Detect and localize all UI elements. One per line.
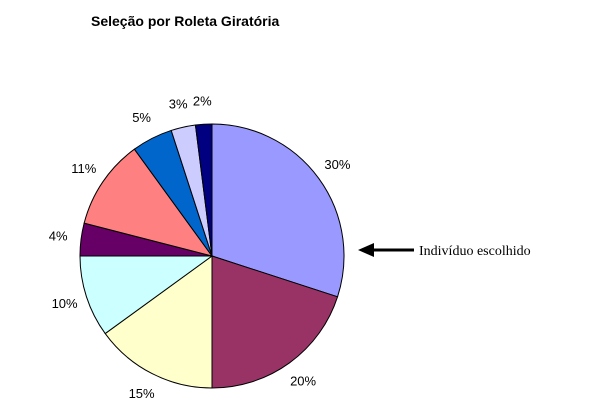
slice-label-10: 10% bbox=[52, 296, 78, 311]
pie-slices bbox=[79, 123, 345, 389]
pie-slice-30 bbox=[211, 123, 345, 298]
slice-label-5: 5% bbox=[132, 110, 151, 125]
pie-slice-10 bbox=[79, 255, 214, 335]
slice-label-30: 30% bbox=[324, 157, 350, 172]
pie-labels: 30% 20% 15% 10% 4% 11% 5% 3% 2% bbox=[49, 93, 351, 401]
slice-label-3: 3% bbox=[169, 97, 188, 112]
pie-slice-20 bbox=[211, 255, 339, 389]
annotation-label: Indivíduo escolhido bbox=[419, 244, 531, 259]
slice-label-4: 4% bbox=[49, 229, 68, 244]
slice-label-11: 11% bbox=[71, 161, 96, 176]
slice-label-15: 15% bbox=[129, 386, 155, 401]
pie-slice-15 bbox=[104, 255, 213, 389]
arrow-left-icon bbox=[358, 243, 414, 257]
pie-slice-2 bbox=[194, 123, 213, 257]
slice-label-2: 2% bbox=[193, 93, 212, 108]
slice-label-20: 20% bbox=[290, 373, 316, 388]
chart-title: Seleção por Roleta Giratória bbox=[91, 13, 279, 29]
chosen-individual-annotation: Indivíduo escolhido bbox=[358, 243, 531, 259]
pie-slice-11 bbox=[83, 148, 214, 257]
